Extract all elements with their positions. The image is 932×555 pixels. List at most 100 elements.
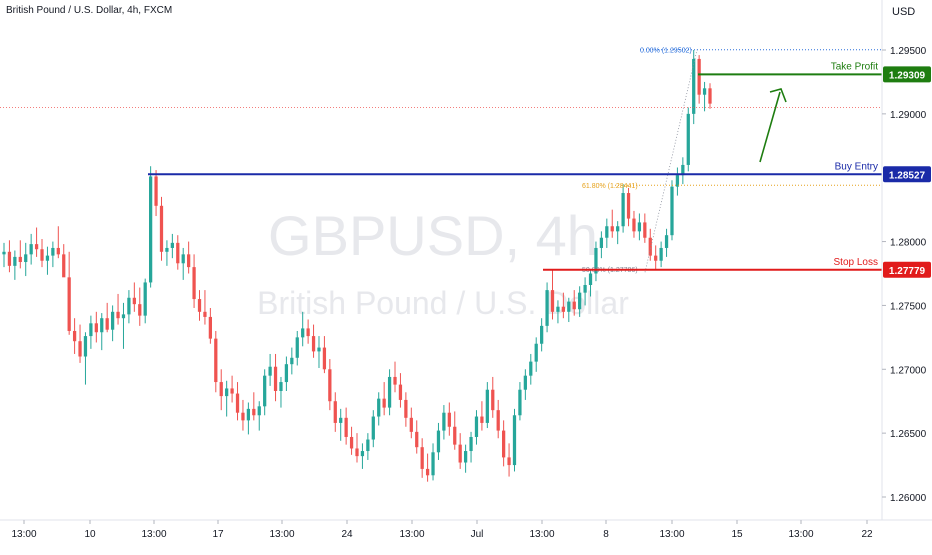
level-price-tag-label: 1.28527 (889, 170, 926, 181)
symbol-title: British Pound / U.S. Dollar, 4h, FXCM (6, 5, 173, 16)
candle-body (67, 277, 71, 331)
candle-body (491, 389, 495, 411)
candle-body (225, 388, 229, 397)
target-arrow (759, 88, 787, 163)
x-tick-label: 13:00 (269, 529, 294, 540)
y-tick-label: 1.29000 (890, 110, 927, 121)
candle-body (187, 254, 191, 268)
candle-body (507, 457, 511, 466)
candle-body (349, 436, 354, 449)
candle-body (72, 330, 77, 342)
candle-body (425, 468, 430, 476)
candle-body (436, 430, 441, 453)
candle-body (360, 451, 365, 457)
x-tick-label: 17 (212, 529, 224, 540)
candle-body (273, 366, 278, 391)
candle-body (594, 247, 598, 274)
candle-body (366, 439, 370, 452)
candle-body (78, 341, 82, 357)
candle-body (94, 323, 98, 333)
fib-diagonal (644, 49, 698, 273)
candle-body (599, 237, 604, 248)
candle-body (263, 375, 267, 407)
candle-body (284, 364, 289, 383)
candle-body (453, 426, 457, 445)
candle-body (355, 448, 359, 457)
candle-body (382, 398, 386, 408)
candle-body (252, 408, 256, 416)
candle-body (18, 256, 22, 263)
candle-body (176, 242, 180, 264)
candle-body (626, 193, 631, 219)
candle-body (197, 299, 202, 312)
x-tick-label: Jul (471, 529, 484, 540)
candle-body (344, 417, 348, 437)
level-price-tag (883, 66, 931, 83)
candle-body (420, 447, 424, 469)
candle-body (529, 361, 533, 376)
x-tick-label: 15 (731, 529, 743, 540)
candle-body (13, 256, 17, 266)
candle-body (398, 384, 403, 400)
x-tick-label: 22 (861, 529, 873, 540)
candle-body (431, 452, 435, 476)
x-tick-label: 13:00 (788, 529, 813, 540)
fib-level-label: 61.80% (1.28441) (582, 183, 638, 190)
y-tick-label: 1.27500 (890, 301, 927, 312)
candle-body (295, 337, 299, 358)
candle-body (306, 328, 310, 337)
overlays-layer: 0.00% (1.29502)61.80% (1.28441)50.00% (1… (0, 48, 882, 274)
y-tick-label: 1.28000 (890, 238, 927, 249)
candle-body (404, 399, 408, 418)
y-tick-label: 1.26500 (890, 429, 927, 440)
currency-label[interactable]: USD (892, 6, 916, 18)
candle-body (110, 311, 115, 330)
y-tick-label: 1.27000 (890, 365, 927, 376)
candle-body (648, 237, 652, 256)
level-name-label: Buy Entry (835, 161, 878, 172)
candle-body (523, 375, 527, 390)
candle-body (170, 242, 174, 248)
level-name-label: Stop Loss (834, 257, 878, 268)
candle-body (7, 251, 12, 266)
candle-body (496, 410, 500, 431)
candle-body (550, 290, 555, 312)
candle-body (62, 254, 66, 278)
level-name-label: Take Profit (831, 61, 878, 72)
candle-body (268, 366, 272, 376)
candle-body (165, 247, 169, 252)
candle-body (257, 406, 261, 416)
candle-body (469, 436, 473, 452)
x-tick-label: 24 (341, 529, 353, 540)
candle-body (540, 325, 544, 344)
time-axis[interactable]: 13:00 10 13:00 17 13:00 24 13:00 Jul 13:00 8 13:00… (0, 519, 932, 540)
candle-body (301, 328, 305, 338)
candle-body (192, 267, 196, 300)
candle-body (371, 416, 375, 440)
level-price-tag (883, 166, 931, 183)
candle-body (100, 318, 104, 333)
candle-body (621, 193, 625, 227)
candle-body (447, 412, 451, 427)
x-tick-label: 8 (603, 529, 609, 540)
candle-body (697, 58, 701, 95)
target-arrow-head (769, 88, 787, 103)
candle-body (643, 222, 647, 238)
candle-body (143, 282, 147, 316)
x-tick-label: 13:00 (659, 529, 684, 540)
candle-body (203, 311, 207, 317)
candle-body (675, 175, 680, 187)
price-axis[interactable]: 1.29500 1.29000 1.28000 1.27500 1.27000 1.265… (881, 0, 931, 520)
candle-body (317, 347, 321, 352)
candle-body (214, 338, 218, 383)
candle-body (480, 416, 484, 423)
candle-body (40, 249, 44, 261)
candle-body (664, 235, 669, 248)
y-tick-label: 1.29500 (890, 46, 927, 57)
candle-body (415, 431, 419, 448)
candle-body (572, 301, 576, 310)
candle-body (502, 430, 506, 458)
candle-body (29, 244, 33, 255)
